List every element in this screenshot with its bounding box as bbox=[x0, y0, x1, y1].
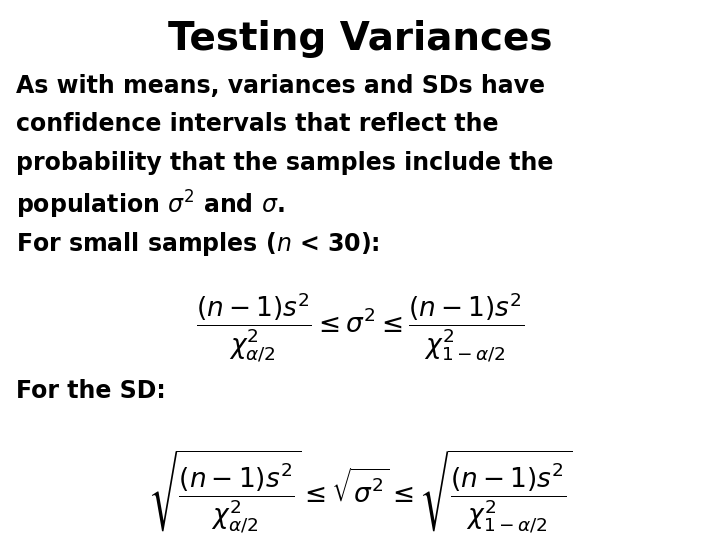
Text: For the SD:: For the SD: bbox=[16, 379, 166, 403]
Text: $\sqrt{\dfrac{(n-1)s^2}{\chi^2_{\alpha/2}}} \leq \sqrt{\sigma^2} \leq \sqrt{\dfr: $\sqrt{\dfrac{(n-1)s^2}{\chi^2_{\alpha/2… bbox=[148, 449, 572, 536]
Text: confidence intervals that reflect the: confidence intervals that reflect the bbox=[16, 112, 498, 136]
Text: Testing Variances: Testing Variances bbox=[168, 20, 552, 58]
Text: probability that the samples include the: probability that the samples include the bbox=[16, 151, 553, 174]
Text: For small samples ($n$ < 30):: For small samples ($n$ < 30): bbox=[16, 230, 379, 258]
Text: $\dfrac{(n-1)s^2}{\chi^2_{\alpha/2}} \leq \sigma^2 \leq \dfrac{(n-1)s^2}{\chi^2_: $\dfrac{(n-1)s^2}{\chi^2_{\alpha/2}} \le… bbox=[196, 291, 524, 365]
Text: population $\sigma^2$ and $\sigma$.: population $\sigma^2$ and $\sigma$. bbox=[16, 189, 284, 221]
Text: As with means, variances and SDs have: As with means, variances and SDs have bbox=[16, 74, 545, 98]
